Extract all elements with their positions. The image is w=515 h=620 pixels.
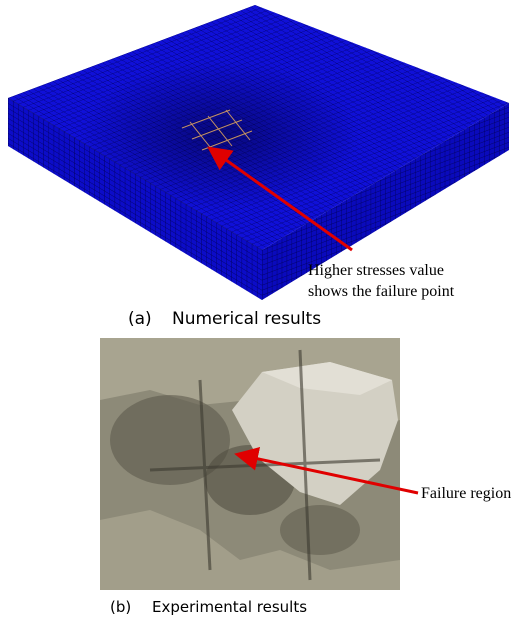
slab-model xyxy=(8,5,509,300)
panel-label: (a) xyxy=(128,309,152,329)
photo xyxy=(100,338,418,590)
caption: Numerical results xyxy=(172,309,321,329)
page: {"panel_a": {"annotation": ["Higher stre… xyxy=(0,0,515,620)
figure: Higher stresses value shows the failure … xyxy=(0,0,515,620)
annotation: Failure region xyxy=(421,485,511,502)
panel-label: (b) xyxy=(110,598,131,616)
caption: Experimental results xyxy=(152,598,307,616)
annotation: shows the failure point xyxy=(308,283,455,300)
annotation: Higher stresses value xyxy=(308,262,444,279)
